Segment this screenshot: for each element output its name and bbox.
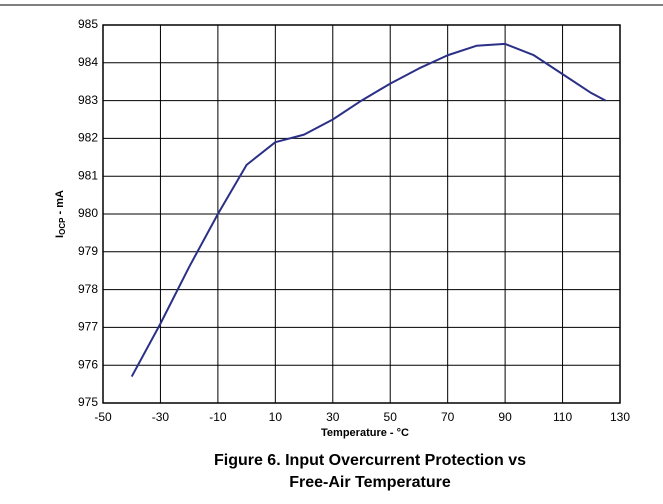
y-tick-label: 980: [78, 206, 98, 220]
x-tick-label: 70: [441, 410, 455, 424]
x-tick-label: -30: [152, 410, 170, 424]
y-tick-label: 979: [78, 244, 98, 258]
y-axis-label: IOCP - mA: [54, 190, 67, 238]
x-tick-label: 10: [269, 410, 283, 424]
plot-frame: [102, 24, 621, 404]
y-tick-label: 977: [78, 320, 98, 334]
y-tick-label: 983: [78, 93, 98, 107]
x-tick-label: -50: [94, 410, 112, 424]
x-tick-label: 130: [610, 410, 630, 424]
y-label-rest: - mA: [54, 190, 66, 218]
x-tick-label: -10: [209, 410, 227, 424]
y-tick-label: 984: [78, 55, 98, 69]
y-tick-label: 976: [78, 357, 98, 371]
x-tick-label: 30: [326, 410, 340, 424]
y-tick-label: 982: [78, 131, 98, 145]
y-label-main: I: [54, 235, 66, 238]
x-tick-label: 90: [498, 410, 512, 424]
caption: Figure 6. Input Overcurrent Protection v…: [213, 452, 527, 491]
data-line: [130, 42, 607, 378]
y-tick-label: 985: [78, 17, 98, 31]
x-axis-label: Temperature - °C: [321, 427, 409, 439]
y-tick-label: 975: [78, 395, 98, 409]
x-tick-label: 50: [384, 410, 398, 424]
y-tick-label: 978: [78, 282, 98, 296]
y-tick-label: 981: [78, 168, 98, 182]
y-label-sub: OCP: [58, 217, 67, 235]
x-tick-label: 110: [553, 410, 572, 424]
